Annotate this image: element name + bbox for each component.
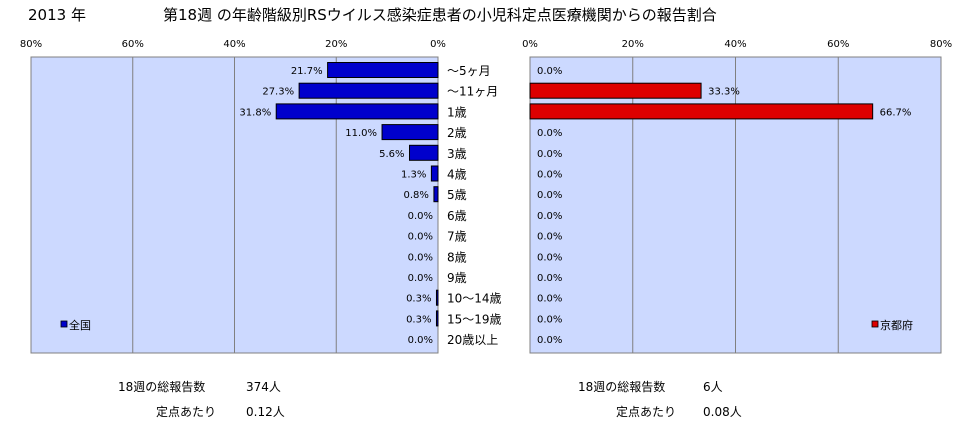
national-bar	[275, 103, 439, 120]
kyoto-value-label: 0.0%	[537, 190, 562, 201]
kyoto-tick-label: 20%	[622, 39, 644, 50]
kyoto-tick-label: 60%	[827, 39, 849, 50]
year-label: 2013 年	[28, 6, 86, 24]
national-tick-label: 40%	[223, 39, 245, 50]
national-legend-swatch	[60, 320, 68, 328]
national-bar	[435, 310, 439, 327]
kyoto-legend-label: 京都府	[880, 318, 913, 332]
national-value-label: 0.0%	[408, 252, 433, 263]
national-bar	[430, 165, 439, 182]
national-total-label: 18週の総報告数	[118, 380, 206, 394]
kyoto-per-label: 定点あたり	[616, 405, 677, 419]
category-label: 10～14歳	[447, 292, 502, 306]
category-label: ～5ヶ月	[447, 64, 491, 78]
kyoto-value-label: 0.0%	[537, 335, 562, 346]
national-value-label: 0.0%	[408, 273, 433, 284]
national-bar	[433, 186, 439, 203]
national-total-value: 374人	[246, 380, 281, 394]
national-value-label: 27.3%	[262, 87, 294, 98]
kyoto-value-label: 0.0%	[537, 273, 562, 284]
kyoto-value-label: 0.0%	[537, 66, 562, 77]
kyoto-legend-swatch	[871, 320, 879, 328]
kyoto-value-label: 0.0%	[537, 294, 562, 305]
kyoto-value-label: 0.0%	[537, 128, 562, 139]
national-tick-label: 20%	[325, 39, 347, 50]
national-per-label: 定点あたり	[156, 405, 217, 419]
category-label: 8歳	[447, 250, 467, 264]
kyoto-total-value: 6人	[703, 380, 723, 394]
category-label: 4歳	[447, 168, 467, 182]
national-tick-label: 60%	[122, 39, 144, 50]
kyoto-value-label: 0.0%	[537, 170, 562, 181]
kyoto-value-label: 66.7%	[880, 107, 912, 118]
national-value-label: 0.8%	[404, 190, 429, 201]
national-value-label: 0.3%	[406, 314, 431, 325]
national-tick-label: 0%	[430, 39, 446, 50]
kyoto-value-label: 0.0%	[537, 232, 562, 243]
national-tick-label: 80%	[20, 39, 42, 50]
national-value-label: 0.3%	[406, 294, 431, 305]
kyoto-tick-label: 40%	[724, 39, 746, 50]
national-per-value: 0.12人	[246, 405, 285, 419]
kyoto-value-label: 33.3%	[708, 87, 740, 98]
category-label: 7歳	[447, 230, 467, 244]
kyoto-tick-label: 80%	[930, 39, 952, 50]
national-value-label: 0.0%	[408, 335, 433, 346]
kyoto-value-label: 0.0%	[537, 149, 562, 160]
national-bar	[381, 124, 439, 141]
category-label: 9歳	[447, 271, 467, 285]
national-bar	[327, 62, 439, 78]
national-value-label: 5.6%	[379, 149, 404, 160]
category-label: 5歳	[447, 188, 467, 202]
category-label: 3歳	[447, 147, 467, 161]
category-label: 1歳	[447, 105, 467, 119]
national-bar	[409, 144, 439, 161]
national-bar	[435, 289, 439, 306]
national-bar	[298, 82, 439, 99]
category-label: 20歳以上	[447, 333, 498, 347]
kyoto-bar	[529, 103, 874, 120]
national-value-label: 21.7%	[291, 66, 323, 77]
national-value-label: 11.0%	[345, 128, 377, 139]
category-label: 15～19歳	[447, 312, 502, 326]
kyoto-tick-label: 0%	[522, 39, 538, 50]
national-value-label: 0.0%	[408, 232, 433, 243]
national-value-label: 31.8%	[239, 107, 271, 118]
national-value-label: 0.0%	[408, 211, 433, 222]
chart-title: 第18週 の年齢階級別RSウイルス感染症患者の小児科定点医療機関からの報告割合	[163, 6, 717, 24]
category-label: 2歳	[447, 126, 467, 140]
category-label: ～11ヶ月	[447, 85, 498, 99]
national-legend-label: 全国	[69, 318, 91, 332]
kyoto-value-label: 0.0%	[537, 314, 562, 325]
kyoto-total-label: 18週の総報告数	[578, 380, 666, 394]
kyoto-value-label: 0.0%	[537, 211, 562, 222]
kyoto-bar	[529, 82, 702, 99]
kyoto-value-label: 0.0%	[537, 252, 562, 263]
national-value-label: 1.3%	[401, 170, 426, 181]
kyoto-per-value: 0.08人	[703, 405, 742, 419]
category-label: 6歳	[447, 209, 467, 223]
